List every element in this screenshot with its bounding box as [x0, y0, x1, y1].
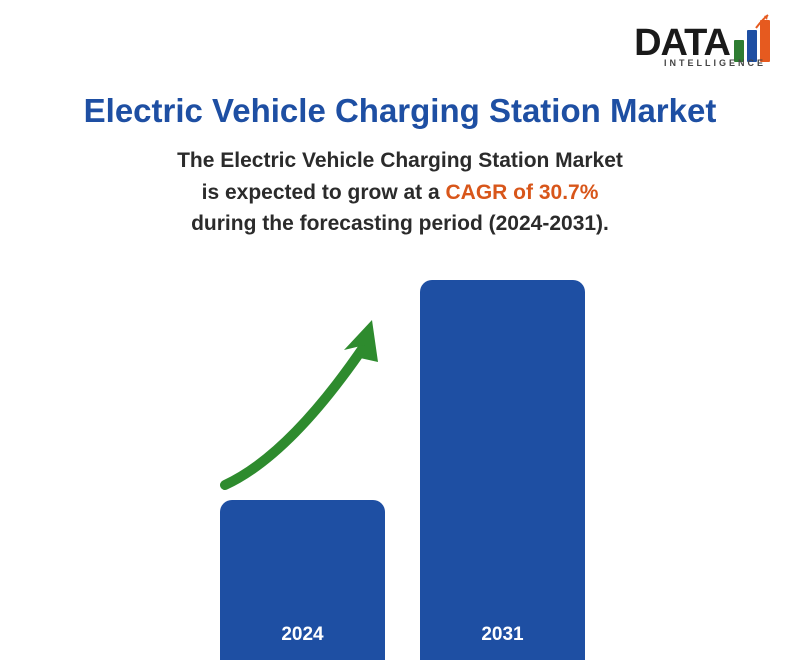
- cagr-highlight: CAGR of 30.7%: [446, 181, 599, 204]
- bar-chart: 2024 2031: [0, 260, 800, 660]
- page-title: Electric Vehicle Charging Station Market: [0, 92, 800, 130]
- bar-2024: 2024: [220, 500, 385, 660]
- brand-logo: DATA: [634, 18, 770, 62]
- bar-label: 2031: [420, 624, 585, 646]
- subtitle-line2-pre: is expected to grow at a: [202, 181, 446, 204]
- subtitle-line1: The Electric Vehicle Charging Station Ma…: [177, 149, 623, 172]
- logo-text: DATA: [634, 24, 730, 62]
- subtitle: The Electric Vehicle Charging Station Ma…: [0, 145, 800, 240]
- logo-bars-icon: [734, 18, 770, 62]
- logo-subtext: INTELLIGENCE: [664, 58, 766, 68]
- bar-label: 2024: [220, 624, 385, 646]
- bar-2031: 2031: [420, 280, 585, 660]
- growth-arrow-icon: [200, 290, 420, 510]
- logo-arrow-icon: [754, 12, 772, 30]
- subtitle-line3: during the forecasting period (2024-2031…: [191, 212, 609, 235]
- bar-rect: [420, 280, 585, 660]
